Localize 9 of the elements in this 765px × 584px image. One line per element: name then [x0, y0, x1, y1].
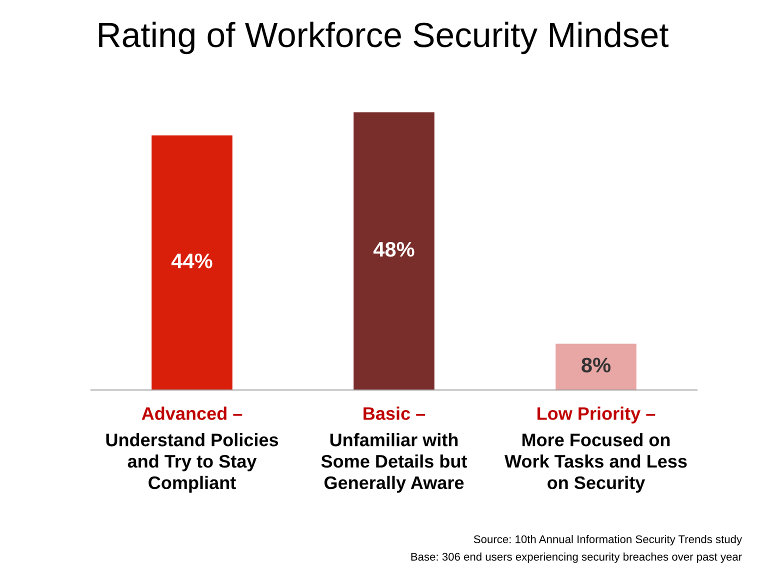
x-tick-label: Advanced – Understand Policies and Try to Stay Compliant: [106, 406, 278, 493]
data-label: 8%: [582, 358, 611, 372]
source-note: Source: 10th Annual Information Security Trends study: [474, 535, 742, 546]
x-tick-label: Low Priority – More Focused on Work Tasks and Less on Security: [504, 406, 687, 493]
chart-title: Rating of Workforce Security Mindset: [99, 22, 669, 54]
data-label: 44%: [171, 254, 212, 268]
text: Base: 306 end users experiencing security breaches over past year: [411, 552, 742, 563]
x-tick-label: Basic – Unfamiliar with Some Details but Generally Aware: [321, 406, 468, 493]
data-label: 48%: [373, 242, 414, 257]
